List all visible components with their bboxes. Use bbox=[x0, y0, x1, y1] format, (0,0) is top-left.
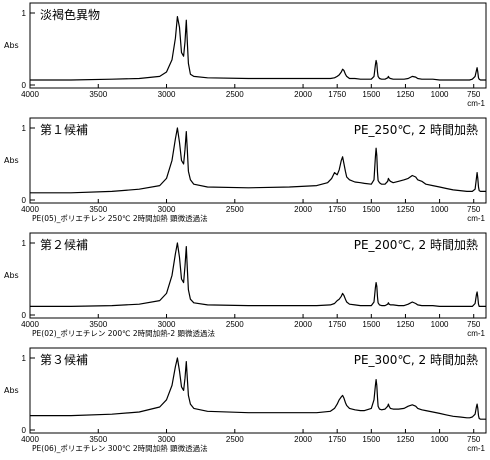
x-tick-label: 4000 bbox=[21, 90, 39, 99]
x-tick-label: 4000 bbox=[21, 435, 39, 444]
spectrum-panel-1: 1 0 Abs 4000 3500 3000 2500 2000 1750 1500 1250 100… bbox=[4, 2, 487, 108]
spectrum-line bbox=[30, 16, 486, 81]
x-tick-label: 1750 bbox=[328, 90, 346, 99]
x-tick-label: 1250 bbox=[397, 90, 415, 99]
y-tick-label: 1 bbox=[22, 9, 27, 18]
x-tick-label: 1250 bbox=[397, 320, 415, 329]
y-axis-label: Abs bbox=[4, 271, 19, 280]
x-tick-label: 1250 bbox=[397, 435, 415, 444]
x-tick-label: 1000 bbox=[431, 205, 449, 214]
x-tick-label: 1500 bbox=[362, 90, 380, 99]
x-tick-label: 4000 bbox=[21, 320, 39, 329]
plot-frame bbox=[29, 232, 487, 319]
plot-frame bbox=[29, 347, 487, 434]
x-tick-label: 2000 bbox=[294, 205, 312, 214]
y-tick-label: 0 bbox=[22, 426, 27, 435]
panel-condition: PE_250℃, 2 時間加熱 bbox=[354, 123, 478, 137]
panel-title: 第２候補 bbox=[40, 238, 88, 252]
spectrum-panel-3: 1 0 Abs 4000 3500 3000 2500 2000 1750 1500 1250 100… bbox=[4, 232, 487, 338]
x-tick-label: 3000 bbox=[158, 205, 176, 214]
x-tick-label: 1500 bbox=[362, 320, 380, 329]
y-tick-label: 1 bbox=[22, 239, 27, 248]
x-tick-label: 3500 bbox=[89, 435, 107, 444]
x-tick-label: 3000 bbox=[158, 435, 176, 444]
x-tick-label: 3000 bbox=[158, 320, 176, 329]
x-tick-label: 750 bbox=[467, 435, 481, 444]
plot-frame bbox=[29, 2, 487, 89]
y-tick-label: 0 bbox=[22, 311, 27, 320]
panel-footnote: PE(06)_ポリエチレン 300℃ 2時間加熱 顕微透過法 bbox=[32, 443, 208, 453]
x-tick-label: 1750 bbox=[328, 435, 346, 444]
x-axis-unit: cm-1 bbox=[467, 329, 485, 338]
y-tick-label: 1 bbox=[22, 124, 27, 133]
x-axis-unit: cm-1 bbox=[467, 99, 485, 108]
x-tick-label: 3500 bbox=[89, 205, 107, 214]
panel-title: 第１候補 bbox=[40, 123, 88, 137]
y-axis-label: Abs bbox=[4, 41, 19, 50]
x-tick-label: 2500 bbox=[226, 205, 244, 214]
x-tick-label: 1250 bbox=[397, 205, 415, 214]
x-tick-label: 1000 bbox=[431, 320, 449, 329]
panel-condition: PE_200℃, 2 時間加熱 bbox=[354, 238, 478, 252]
x-tick-label: 3500 bbox=[89, 320, 107, 329]
x-tick-label: 750 bbox=[467, 90, 481, 99]
y-axis-label: Abs bbox=[4, 386, 19, 395]
x-tick-label: 3500 bbox=[89, 90, 107, 99]
y-tick-label: 1 bbox=[22, 354, 27, 363]
x-tick-label: 1500 bbox=[362, 205, 380, 214]
y-tick-label: 0 bbox=[22, 196, 27, 205]
panel-condition: PE_300℃, 2 時間加熱 bbox=[354, 353, 478, 367]
x-tick-label: 4000 bbox=[21, 205, 39, 214]
panel-footnote: PE(05)_ポリエチレン 250℃ 2時間加熱 顕微透過法 bbox=[32, 213, 208, 223]
spectrum-line bbox=[30, 242, 486, 307]
panel-footnote: PE(02)_ポリエチレン 200℃ 2時間加熱-2 顕微透過法 bbox=[32, 328, 216, 338]
x-tick-label: 2000 bbox=[294, 435, 312, 444]
spectrum-panel-4: 1 0 Abs 4000 3500 3000 2500 2000 1750 1500 1250 100… bbox=[4, 347, 487, 453]
x-tick-label: 2500 bbox=[226, 435, 244, 444]
x-tick-label: 750 bbox=[467, 320, 481, 329]
x-axis-unit: cm-1 bbox=[467, 444, 485, 453]
spectrum-line bbox=[30, 357, 486, 420]
x-tick-label: 1500 bbox=[362, 435, 380, 444]
panel-title: 淡褐色異物 bbox=[40, 7, 100, 22]
x-tick-label: 3000 bbox=[158, 90, 176, 99]
x-tick-label: 2500 bbox=[226, 320, 244, 329]
x-tick-label: 1000 bbox=[431, 90, 449, 99]
x-tick-label: 750 bbox=[467, 205, 481, 214]
panel-title: 第３候補 bbox=[40, 353, 88, 367]
plot-frame bbox=[29, 117, 487, 204]
x-tick-label: 1000 bbox=[431, 435, 449, 444]
x-tick-label: 1750 bbox=[328, 205, 346, 214]
spectrum-panel-2: 1 0 Abs 4000 3500 3000 2500 2000 1750 1500 1250 100… bbox=[4, 117, 487, 223]
x-axis-unit: cm-1 bbox=[467, 214, 485, 223]
y-tick-label: 0 bbox=[22, 81, 27, 90]
x-tick-label: 2500 bbox=[226, 90, 244, 99]
x-tick-label: 2000 bbox=[294, 90, 312, 99]
x-tick-label: 2000 bbox=[294, 320, 312, 329]
y-axis-label: Abs bbox=[4, 156, 19, 165]
x-tick-label: 1750 bbox=[328, 320, 346, 329]
spectrum-line bbox=[30, 127, 486, 194]
